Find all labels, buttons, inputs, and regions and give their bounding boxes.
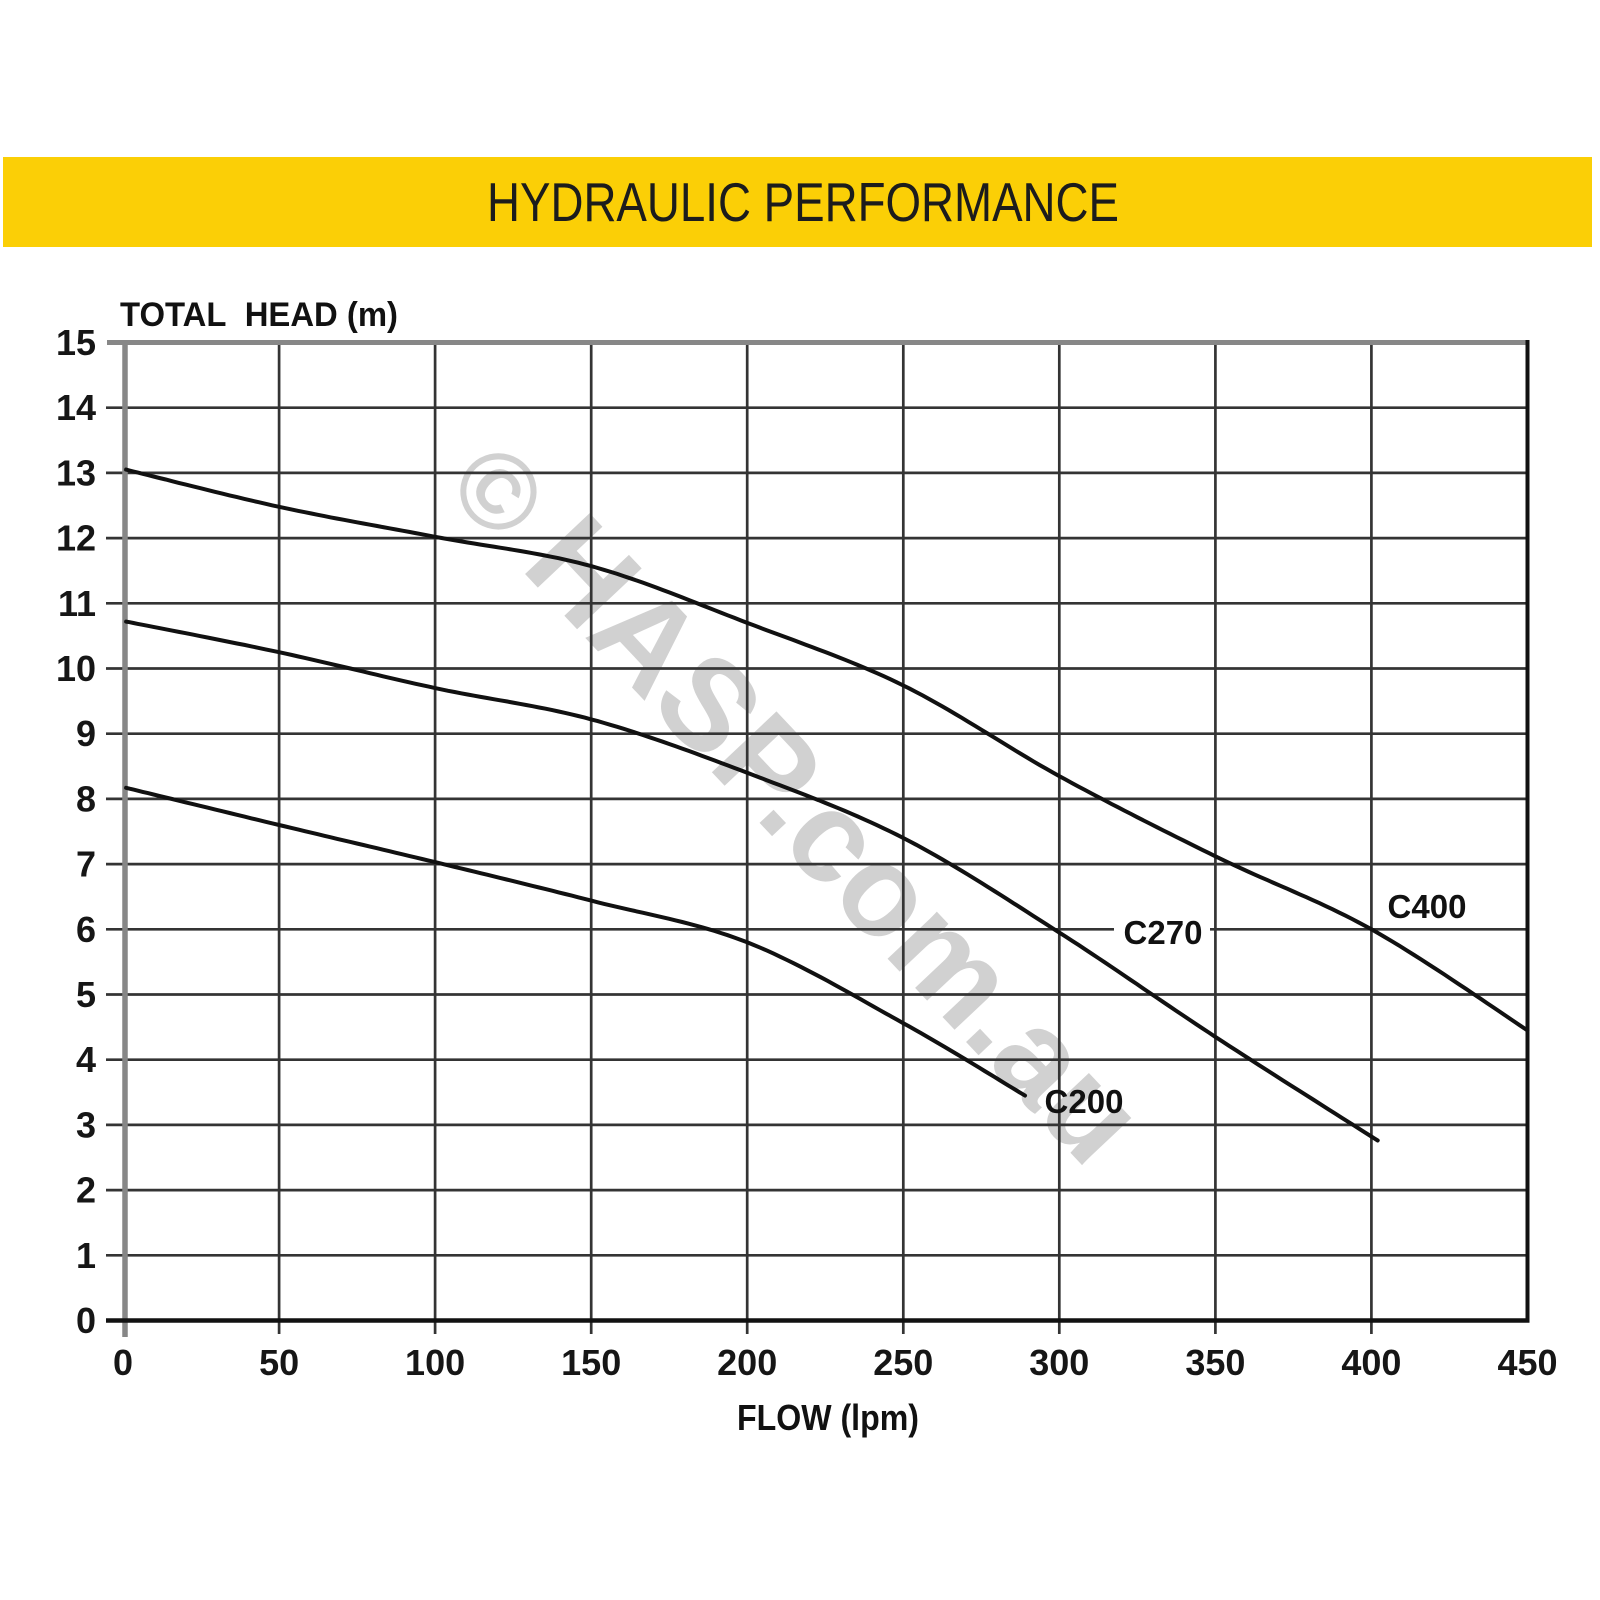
svg-text:C400: C400 [1388, 888, 1467, 925]
svg-text:350: 350 [1185, 1342, 1245, 1383]
svg-text:2: 2 [76, 1170, 96, 1211]
svg-text:TOTAL HEAD (m): TOTAL HEAD (m) [120, 296, 398, 334]
svg-text:C200: C200 [1045, 1083, 1124, 1120]
svg-text:13: 13 [56, 452, 96, 493]
svg-text:250: 250 [873, 1342, 933, 1383]
svg-text:100: 100 [405, 1342, 465, 1383]
svg-text:0: 0 [113, 1342, 133, 1383]
svg-text:450: 450 [1497, 1342, 1557, 1383]
svg-text:1: 1 [76, 1235, 96, 1276]
svg-text:15: 15 [56, 322, 96, 363]
svg-text:10: 10 [56, 648, 96, 689]
svg-text:200: 200 [717, 1342, 777, 1383]
svg-text:12: 12 [56, 518, 96, 559]
svg-text:HYDRAULIC PERFORMANCE: HYDRAULIC PERFORMANCE [487, 171, 1119, 233]
svg-text:9: 9 [76, 713, 96, 754]
svg-text:150: 150 [561, 1342, 621, 1383]
svg-text:6: 6 [76, 909, 96, 950]
svg-text:11: 11 [58, 583, 96, 624]
svg-text:5: 5 [76, 974, 96, 1015]
svg-text:0: 0 [76, 1300, 96, 1341]
svg-text:8: 8 [76, 778, 96, 819]
svg-text:4: 4 [76, 1039, 96, 1080]
svg-text:7: 7 [76, 844, 96, 885]
svg-text:400: 400 [1341, 1342, 1401, 1383]
svg-text:14: 14 [56, 387, 96, 428]
svg-text:3: 3 [76, 1104, 96, 1145]
svg-text:C270: C270 [1124, 914, 1203, 951]
svg-text:50: 50 [259, 1342, 299, 1383]
svg-text:FLOW (lpm): FLOW (lpm) [737, 1397, 919, 1438]
svg-text:300: 300 [1029, 1342, 1089, 1383]
